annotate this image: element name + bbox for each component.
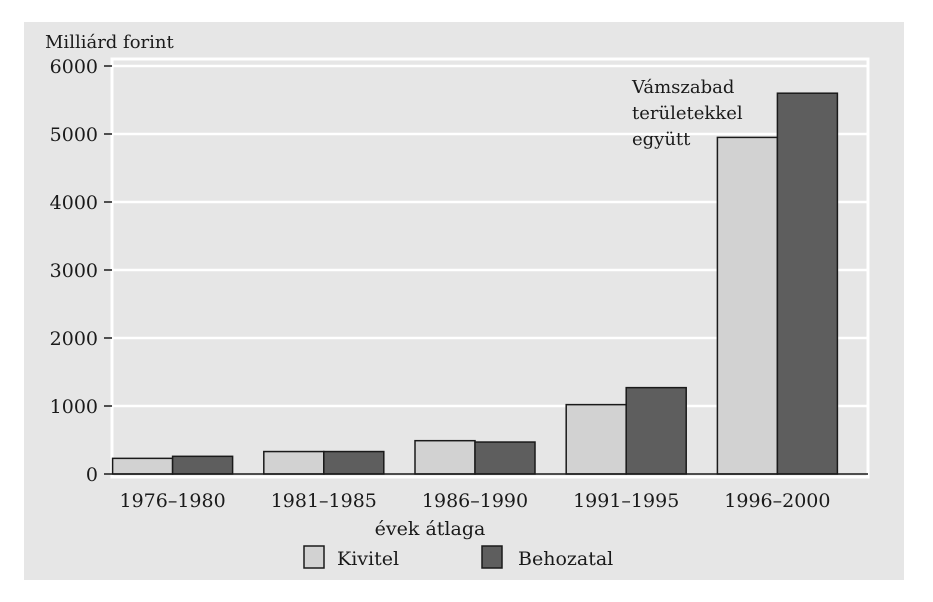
bar-kivitel: [111, 457, 174, 475]
y-tick-label: 3000: [50, 260, 98, 282]
bar-kivitel: [414, 439, 476, 475]
y-tick-label: 1000: [50, 396, 98, 418]
y-tick-labels: 0 1000 2000 3000 4000 5000 6000: [50, 56, 112, 486]
y-tick-label: 5000: [50, 124, 98, 146]
bar-behozatal: [625, 386, 687, 475]
legend-label-behozatal: Behozatal: [518, 548, 613, 570]
annotation-line: együtt: [632, 129, 691, 150]
bar-behozatal: [776, 92, 839, 475]
x-category-label: 1996–2000: [724, 490, 830, 512]
x-category-label: 1976–1980: [119, 490, 225, 512]
plot-frame: [110, 57, 870, 479]
bars: [111, 92, 839, 475]
x-axis-label: évek átlaga: [375, 518, 486, 540]
y-axis-unit-label: Milliárd forint: [45, 32, 174, 53]
x-category-label: 1981–1985: [271, 490, 377, 512]
y-tick-label: 4000: [50, 192, 98, 214]
legend: Kivitel Behozatal: [303, 545, 613, 570]
bar-kivitel: [716, 136, 779, 475]
y-tick-label: 6000: [50, 56, 98, 78]
bar-kivitel: [565, 403, 627, 475]
x-category-label: 1986–1990: [422, 490, 528, 512]
annotation-line: területekkel: [632, 103, 743, 124]
annotation-line: Vámszabad: [631, 77, 734, 98]
legend-swatch-kivitel: [303, 545, 325, 569]
y-tick-label: 0: [86, 464, 98, 486]
x-category-label: 1991–1995: [573, 490, 679, 512]
legend-label-kivitel: Kivitel: [337, 548, 399, 570]
bar-behozatal: [171, 455, 234, 475]
bar-kivitel: [263, 450, 325, 475]
bar-behozatal: [323, 450, 385, 475]
annotation: Vámszabad területekkel együtt: [631, 77, 743, 150]
bar-behozatal: [474, 441, 536, 475]
legend-swatch-behozatal: [481, 545, 503, 569]
category-labels: 1976–1980 1981–1985 1986–1990 1991–1995 1996…: [119, 490, 830, 512]
y-tick-label: 2000: [50, 328, 98, 350]
